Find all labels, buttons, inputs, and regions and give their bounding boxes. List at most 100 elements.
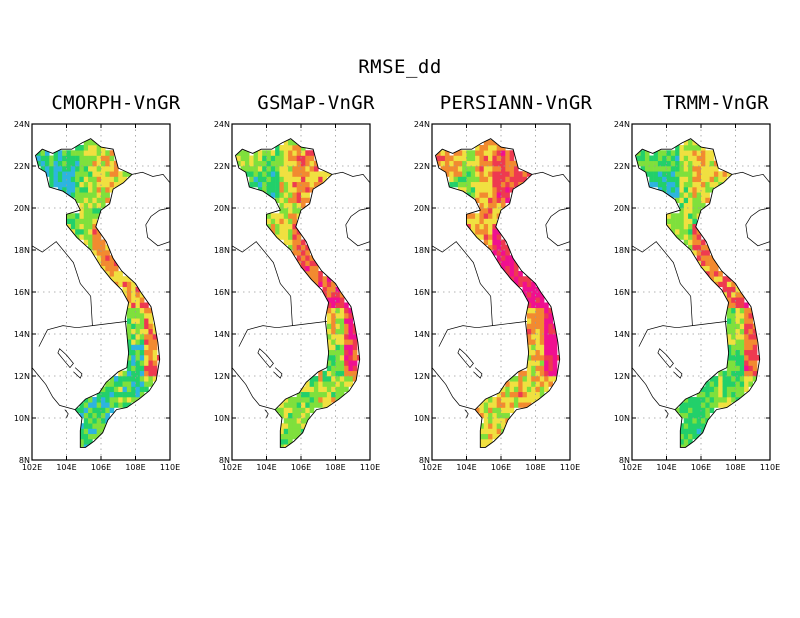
grid-cell <box>335 355 341 361</box>
grid-cell <box>331 313 336 319</box>
grid-cell <box>531 302 536 309</box>
grid-cell <box>131 334 136 340</box>
grid-cell <box>548 360 554 366</box>
grid-cell <box>675 160 680 167</box>
grid-cell <box>748 318 754 324</box>
grid-cell <box>53 150 59 156</box>
grid-cell <box>692 208 697 214</box>
grid-cell <box>88 218 93 225</box>
grid-cell <box>509 187 515 193</box>
border-line <box>331 171 371 184</box>
grid-cell <box>535 386 541 393</box>
grid-cell <box>492 428 497 435</box>
grid-cell <box>79 412 85 419</box>
grid-cell <box>449 160 454 167</box>
grid-cell <box>526 381 532 387</box>
grid-cell <box>544 360 549 366</box>
grid-cell <box>75 176 80 183</box>
grid-cell <box>313 176 319 183</box>
grid-cell <box>535 381 541 387</box>
grid-cell <box>483 239 489 246</box>
grid-cell <box>335 286 341 293</box>
grid-cell <box>57 160 63 167</box>
grid-cell <box>718 376 723 382</box>
grid-cell <box>79 166 85 172</box>
grid-cell <box>440 166 446 172</box>
grid-cell <box>557 355 560 361</box>
grid-cell <box>139 297 145 303</box>
grid-cell <box>726 397 732 403</box>
grid-cell <box>709 386 715 393</box>
grid-cell <box>288 402 293 408</box>
hainan-outline <box>145 207 171 247</box>
grid-cell <box>518 376 523 382</box>
grid-cell <box>479 166 485 172</box>
grid-cell <box>531 397 536 403</box>
grid-cell <box>696 166 702 172</box>
grid-cell <box>75 229 80 235</box>
grid-cell <box>735 355 741 361</box>
grid-cell <box>683 412 689 419</box>
grid-cell <box>296 202 302 209</box>
border-line <box>64 409 69 419</box>
grid-cell <box>670 187 676 193</box>
grid-cell <box>670 181 676 188</box>
grid-cell <box>292 250 297 256</box>
grid-cell <box>118 271 123 277</box>
lon-label: 106E <box>491 463 511 472</box>
grid-cell <box>679 402 685 408</box>
grid-cell <box>152 360 158 366</box>
grid-cell <box>688 176 693 183</box>
grid-cell <box>505 150 510 156</box>
grid-cell <box>135 381 141 387</box>
grid-cell <box>496 250 502 256</box>
grid-cell <box>283 145 289 151</box>
grid-cell <box>492 160 497 167</box>
grid-cell <box>135 391 141 398</box>
grid-cell <box>705 171 710 177</box>
lat-label: 8N <box>219 456 230 465</box>
grid-cell <box>449 155 454 162</box>
grid-cell <box>126 281 132 288</box>
grid-cell <box>539 355 545 361</box>
grid-cell <box>505 250 510 256</box>
lat-label: 10N <box>414 414 430 423</box>
grid-cell <box>292 176 297 183</box>
grid-cell <box>296 397 302 403</box>
grid-cell <box>88 428 93 435</box>
grid-cell <box>313 397 319 403</box>
grid-cell <box>148 323 154 330</box>
grid-cell <box>279 192 285 198</box>
map-panel-persiann: PERSIANN-VnGR 8N 10N 12N 14N 16N 18N 20N 22N 24N… <box>414 92 604 482</box>
grid-cell <box>492 407 497 414</box>
grid-cell <box>488 181 493 188</box>
grid-cell <box>105 397 110 403</box>
grid-cell <box>105 197 110 204</box>
grid-cell <box>139 313 145 319</box>
grid-cell <box>66 218 72 225</box>
grid-cell <box>92 160 97 167</box>
grid-cell <box>739 297 745 303</box>
grid-cell <box>113 166 119 172</box>
grid-cell <box>701 412 706 419</box>
grid-cell <box>275 197 280 204</box>
grid-cell <box>152 344 158 351</box>
grid-cell <box>479 192 485 198</box>
grid-cell <box>731 386 736 393</box>
grid-cell <box>505 386 510 393</box>
grid-cell <box>701 187 706 193</box>
grid-cell <box>92 187 97 193</box>
grid-cell <box>144 344 149 351</box>
grid-cell <box>326 302 332 309</box>
grid-cell <box>683 160 689 167</box>
grid-cell <box>513 276 519 282</box>
grid-cell <box>92 428 97 435</box>
grid-cell <box>283 239 289 246</box>
grid-cell <box>735 286 741 293</box>
grid-cell <box>131 313 136 319</box>
grid-cell <box>657 171 663 177</box>
grid-cell <box>696 176 702 183</box>
grid-cell <box>101 250 106 256</box>
grid-cell <box>270 171 276 177</box>
